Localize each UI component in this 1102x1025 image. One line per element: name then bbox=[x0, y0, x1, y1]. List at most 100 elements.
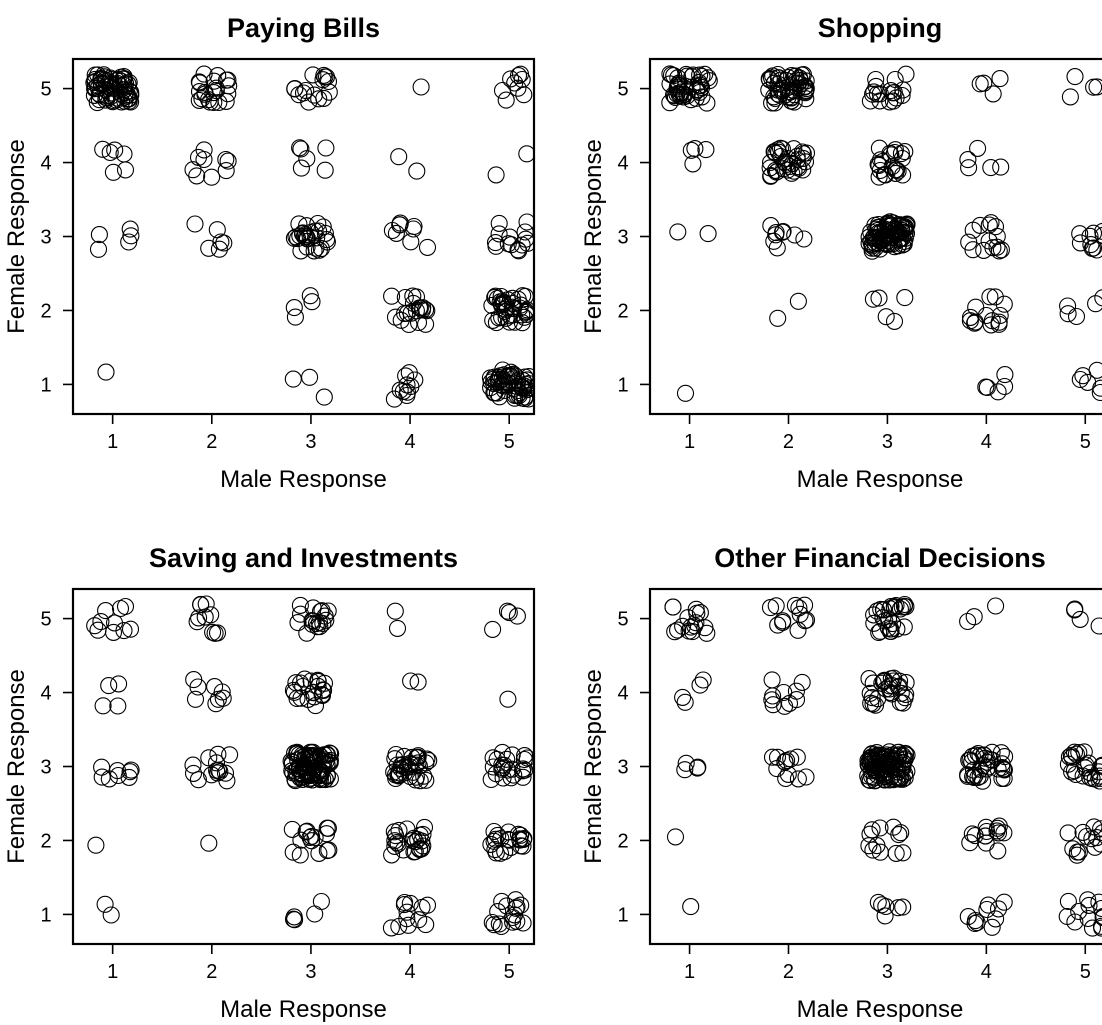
data-point bbox=[500, 604, 518, 622]
data-point bbox=[889, 763, 907, 781]
data-point bbox=[105, 614, 124, 632]
data-point bbox=[971, 747, 989, 765]
data-point bbox=[1070, 743, 1088, 762]
data-point bbox=[316, 68, 334, 86]
data-point bbox=[889, 899, 907, 917]
data-point bbox=[292, 140, 310, 158]
data-point bbox=[89, 240, 108, 258]
data-point bbox=[203, 168, 221, 186]
data-point bbox=[971, 75, 989, 93]
data-point bbox=[386, 832, 404, 850]
data-point bbox=[386, 308, 405, 326]
data-point bbox=[101, 143, 119, 162]
data-point bbox=[1094, 289, 1102, 307]
data-point bbox=[313, 686, 331, 704]
data-point bbox=[293, 766, 311, 784]
data-point bbox=[185, 671, 203, 689]
data-point bbox=[862, 762, 880, 780]
y-tick-label: 5 bbox=[617, 609, 628, 631]
data-point bbox=[298, 217, 316, 235]
data-point bbox=[664, 86, 683, 104]
data-point bbox=[292, 831, 310, 849]
data-point bbox=[201, 93, 219, 111]
data-point bbox=[890, 826, 908, 844]
data-point bbox=[219, 85, 237, 103]
data-point bbox=[490, 309, 508, 327]
data-point bbox=[117, 75, 135, 93]
data-point bbox=[794, 149, 812, 167]
data-point bbox=[192, 596, 210, 614]
data-point bbox=[1074, 767, 1092, 785]
data-point bbox=[688, 604, 706, 622]
data-point bbox=[516, 761, 534, 779]
data-point bbox=[184, 161, 202, 179]
data-point bbox=[499, 761, 517, 779]
data-point bbox=[774, 222, 792, 241]
data-point bbox=[981, 288, 999, 306]
y-tick-label: 4 bbox=[40, 683, 51, 705]
data-point bbox=[285, 299, 303, 317]
data-point bbox=[420, 752, 438, 770]
data-point bbox=[871, 819, 889, 837]
data-point bbox=[485, 822, 503, 841]
data-point bbox=[514, 914, 532, 932]
data-point bbox=[399, 916, 417, 934]
data-point bbox=[186, 215, 204, 233]
data-point bbox=[1081, 768, 1099, 787]
data-point bbox=[291, 846, 309, 864]
data-point bbox=[782, 92, 800, 110]
data-point bbox=[209, 67, 227, 85]
data-point bbox=[694, 671, 712, 689]
data-point bbox=[96, 895, 114, 913]
y-tick-label: 4 bbox=[40, 153, 51, 175]
data-point bbox=[106, 141, 124, 159]
data-point bbox=[286, 772, 304, 790]
y-tick-label: 5 bbox=[40, 609, 51, 631]
data-point bbox=[317, 611, 335, 629]
data-point bbox=[764, 67, 782, 85]
data-point bbox=[506, 389, 524, 407]
data-point bbox=[104, 623, 123, 641]
data-point bbox=[293, 225, 312, 243]
data-point bbox=[896, 143, 914, 161]
y-tick-label: 3 bbox=[40, 227, 51, 249]
data-point bbox=[396, 288, 414, 307]
data-point bbox=[690, 83, 709, 102]
data-point bbox=[385, 390, 403, 408]
data-point bbox=[669, 69, 687, 87]
data-point bbox=[988, 227, 1006, 245]
points bbox=[661, 65, 1102, 402]
data-point bbox=[1094, 908, 1102, 925]
data-point bbox=[772, 81, 791, 99]
data-point bbox=[676, 384, 695, 402]
data-point bbox=[211, 763, 229, 781]
data-point bbox=[1059, 305, 1077, 323]
data-point bbox=[414, 825, 432, 843]
data-point bbox=[769, 616, 787, 634]
data-point bbox=[787, 691, 806, 709]
data-point bbox=[383, 287, 401, 305]
data-point bbox=[669, 76, 687, 94]
data-point bbox=[390, 148, 408, 166]
data-point bbox=[487, 844, 505, 862]
data-point bbox=[289, 614, 307, 632]
data-point bbox=[888, 161, 906, 179]
data-point bbox=[300, 93, 318, 111]
data-point bbox=[763, 748, 782, 766]
data-point bbox=[189, 771, 207, 789]
data-point bbox=[864, 674, 882, 692]
data-point bbox=[386, 837, 404, 855]
data-point bbox=[100, 770, 118, 788]
data-point bbox=[789, 158, 807, 176]
data-point bbox=[200, 834, 218, 852]
data-point bbox=[186, 690, 205, 708]
data-point bbox=[691, 66, 709, 84]
data-point bbox=[898, 215, 916, 233]
data-point bbox=[763, 691, 781, 709]
data-point bbox=[113, 93, 131, 111]
data-point bbox=[102, 906, 120, 924]
data-point bbox=[92, 74, 110, 92]
data-point bbox=[482, 835, 500, 853]
data-point bbox=[765, 232, 783, 250]
